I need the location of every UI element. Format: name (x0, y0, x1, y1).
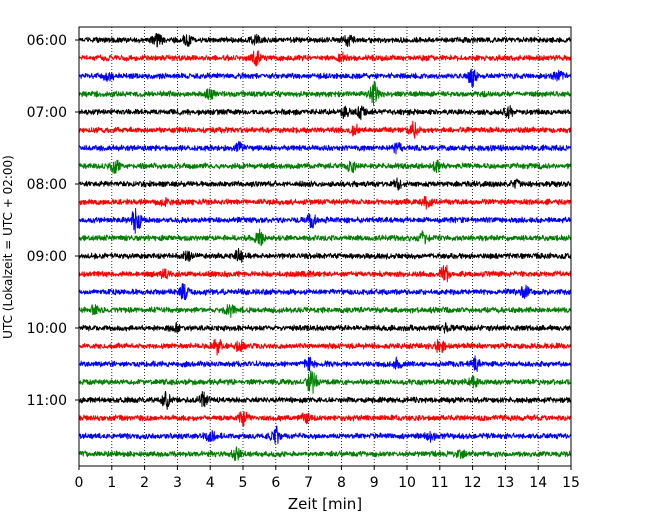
y-tick-label: 11:00 (27, 393, 67, 409)
y-tick-label: 09:00 (27, 249, 67, 265)
y-axis-ticks: 06:00 07:00 08:00 09:00 10:00 11:00 (27, 33, 79, 409)
trace-1045 (78, 370, 572, 394)
x-tick-label: 4 (206, 475, 215, 491)
x-tick-label: 8 (337, 475, 346, 491)
plot-frame (78, 26, 572, 467)
trace-0745 (78, 159, 572, 174)
trace-1030 (78, 355, 572, 372)
trace-1130 (78, 425, 572, 445)
trace-0945 (78, 304, 572, 319)
x-tick-label: 6 (271, 475, 280, 491)
x-tick-label: 7 (304, 475, 313, 491)
y-tick-label: 08:00 (27, 177, 67, 193)
trace-0845 (78, 228, 572, 247)
x-tick-label: 9 (370, 475, 379, 491)
trace-0600 (78, 32, 572, 48)
trace-1100 (78, 390, 572, 410)
trace-0830 (78, 207, 572, 234)
y-tick-label: 06:00 (27, 33, 67, 49)
trace-0700 (78, 104, 572, 121)
trace-1145 (78, 446, 572, 461)
x-tick-label: 5 (239, 475, 248, 491)
x-tick-label: 1 (107, 475, 116, 491)
x-axis-title: Zeit [min] (288, 495, 362, 513)
trace-0630 (78, 68, 572, 88)
trace-0815 (78, 195, 572, 210)
trace-0645 (78, 80, 572, 106)
trace-1115 (78, 411, 572, 427)
plot-area (79, 27, 571, 466)
trace-0800 (78, 177, 572, 191)
trace-lines (78, 32, 572, 461)
trace-1000 (78, 321, 572, 334)
y-tick-label: 10:00 (27, 321, 67, 337)
x-tick-label: 14 (529, 475, 547, 491)
trace-1015 (78, 338, 572, 356)
trace-0615 (78, 50, 572, 67)
x-tick-label: 0 (75, 475, 84, 491)
y-tick-label: 07:00 (27, 105, 67, 121)
x-axis-ticks: 0 1 2 3 4 5 6 7 8 9 10 11 12 13 14 15 (75, 466, 580, 491)
trace-0730 (78, 140, 572, 155)
trace-0715 (78, 120, 572, 139)
y-axis-title: UTC (Lokalzeit = UTC + 02:00) (1, 155, 15, 339)
x-tick-label: 3 (173, 475, 182, 491)
x-tick-label: 11 (431, 475, 449, 491)
x-tick-label: 2 (140, 475, 149, 491)
trace-0900 (78, 247, 572, 263)
trace-0915 (78, 264, 572, 283)
x-tick-label: 15 (562, 475, 580, 491)
x-tick-label: 13 (496, 475, 514, 491)
trace-0930 (78, 283, 572, 301)
x-tick-label: 10 (398, 475, 416, 491)
x-tick-label: 12 (464, 475, 482, 491)
